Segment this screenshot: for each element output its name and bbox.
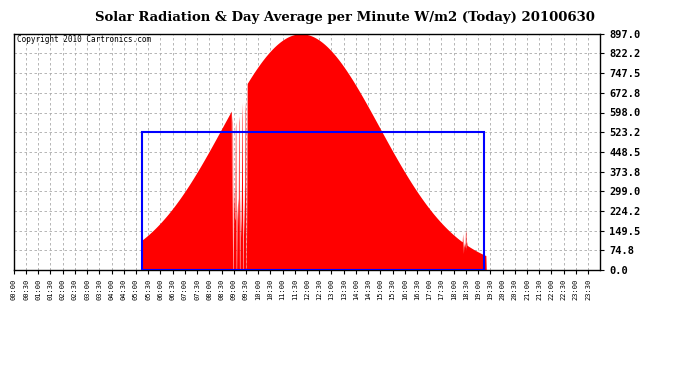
Text: Copyright 2010 Cartronics.com: Copyright 2010 Cartronics.com <box>17 35 151 44</box>
Bar <box>142 132 484 270</box>
Text: Solar Radiation & Day Average per Minute W/m2 (Today) 20100630: Solar Radiation & Day Average per Minute… <box>95 11 595 24</box>
